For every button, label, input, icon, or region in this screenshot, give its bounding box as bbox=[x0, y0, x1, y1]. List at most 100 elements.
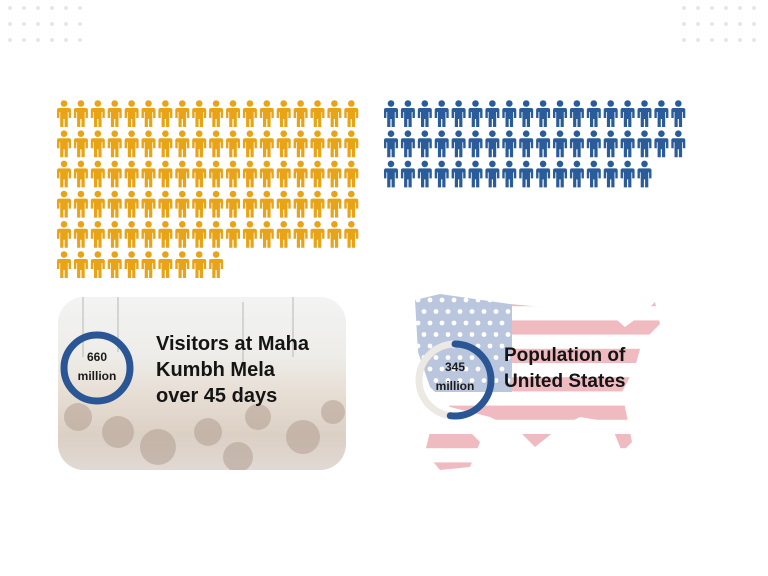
person-icon bbox=[327, 190, 342, 218]
dot bbox=[22, 6, 26, 10]
person-icon bbox=[192, 251, 207, 278]
person-icon bbox=[226, 190, 240, 218]
person-icon bbox=[400, 130, 415, 158]
person-icon bbox=[671, 130, 686, 158]
person-icon bbox=[226, 130, 240, 158]
dot bbox=[78, 22, 82, 26]
person-icon bbox=[242, 221, 257, 248]
person-icon bbox=[620, 130, 635, 158]
person-icon bbox=[209, 100, 224, 127]
person-icon bbox=[344, 190, 359, 218]
person-icon bbox=[384, 100, 398, 127]
person-icon bbox=[73, 190, 88, 218]
usa-title-line: Population of bbox=[504, 345, 626, 366]
person-icon bbox=[124, 221, 139, 248]
person-icon bbox=[124, 130, 139, 158]
person-icon bbox=[400, 160, 415, 188]
person-icon bbox=[90, 130, 105, 158]
person-icon bbox=[259, 160, 274, 188]
person-icon bbox=[654, 130, 669, 158]
person-icon bbox=[586, 130, 601, 158]
person-icon bbox=[400, 100, 415, 127]
person-icon bbox=[620, 160, 635, 188]
person-icon bbox=[434, 130, 449, 158]
person-icon bbox=[344, 130, 359, 158]
person-icon bbox=[536, 160, 551, 188]
dot bbox=[78, 6, 82, 10]
person-icon bbox=[293, 130, 308, 158]
person-icon bbox=[57, 251, 71, 278]
person-icon bbox=[57, 221, 71, 248]
person-icon bbox=[158, 160, 173, 188]
person-icon bbox=[158, 221, 173, 248]
person-icon bbox=[276, 190, 291, 218]
person-icon bbox=[310, 221, 325, 248]
person-icon bbox=[57, 100, 71, 127]
person-icon bbox=[293, 221, 308, 248]
person-icon bbox=[226, 160, 240, 188]
person-icon bbox=[654, 100, 669, 127]
person-icon bbox=[327, 160, 342, 188]
person-icon bbox=[209, 160, 224, 188]
dot bbox=[696, 22, 700, 26]
person-icon bbox=[209, 221, 224, 248]
person-icon bbox=[107, 130, 122, 158]
dot bbox=[710, 38, 714, 42]
person-icon bbox=[259, 190, 274, 218]
person-icon bbox=[536, 100, 551, 127]
person-icon bbox=[175, 221, 190, 248]
person-icon bbox=[242, 190, 257, 218]
person-icon bbox=[536, 130, 551, 158]
pictogram-kumbh-visitors bbox=[57, 100, 359, 278]
dot bbox=[682, 22, 686, 26]
pictogram-us-population bbox=[384, 100, 686, 188]
person-icon bbox=[553, 130, 567, 158]
kumbh-value: 660 bbox=[86, 350, 108, 364]
dot bbox=[50, 6, 54, 10]
person-icon bbox=[451, 160, 466, 188]
dot bbox=[752, 22, 756, 26]
person-icon bbox=[209, 251, 224, 278]
dot bbox=[36, 6, 40, 10]
person-icon bbox=[90, 251, 105, 278]
person-icon bbox=[192, 160, 207, 188]
dot bbox=[50, 38, 54, 42]
person-icon bbox=[276, 160, 291, 188]
person-icon bbox=[209, 190, 224, 218]
person-icon bbox=[107, 190, 122, 218]
person-icon bbox=[226, 221, 240, 248]
person-icon bbox=[226, 100, 240, 127]
person-icon bbox=[259, 221, 274, 248]
person-icon bbox=[637, 100, 652, 127]
person-icon bbox=[192, 130, 207, 158]
dot bbox=[64, 6, 68, 10]
dot bbox=[682, 6, 686, 10]
person-icon bbox=[57, 130, 71, 158]
dot bbox=[710, 6, 714, 10]
person-icon bbox=[175, 251, 190, 278]
person-icon bbox=[485, 160, 500, 188]
person-icon bbox=[57, 190, 71, 218]
dot bbox=[710, 22, 714, 26]
person-icon bbox=[124, 100, 139, 127]
person-icon bbox=[327, 100, 342, 127]
person-icon bbox=[637, 130, 652, 158]
kumbh-title-line: Visitors at Maha bbox=[156, 333, 310, 355]
person-icon bbox=[158, 190, 173, 218]
person-icon bbox=[209, 130, 224, 158]
person-icon bbox=[175, 160, 190, 188]
person-icon bbox=[158, 130, 173, 158]
person-icon bbox=[384, 130, 398, 158]
dot bbox=[8, 38, 12, 42]
dot bbox=[738, 6, 742, 10]
person-icon bbox=[158, 100, 173, 127]
crowd-photo bbox=[64, 297, 345, 470]
person-icon bbox=[553, 100, 567, 127]
person-icon bbox=[259, 130, 274, 158]
person-icon bbox=[637, 160, 652, 188]
person-icon bbox=[175, 100, 190, 127]
person-icon bbox=[468, 130, 483, 158]
person-icon bbox=[107, 251, 122, 278]
